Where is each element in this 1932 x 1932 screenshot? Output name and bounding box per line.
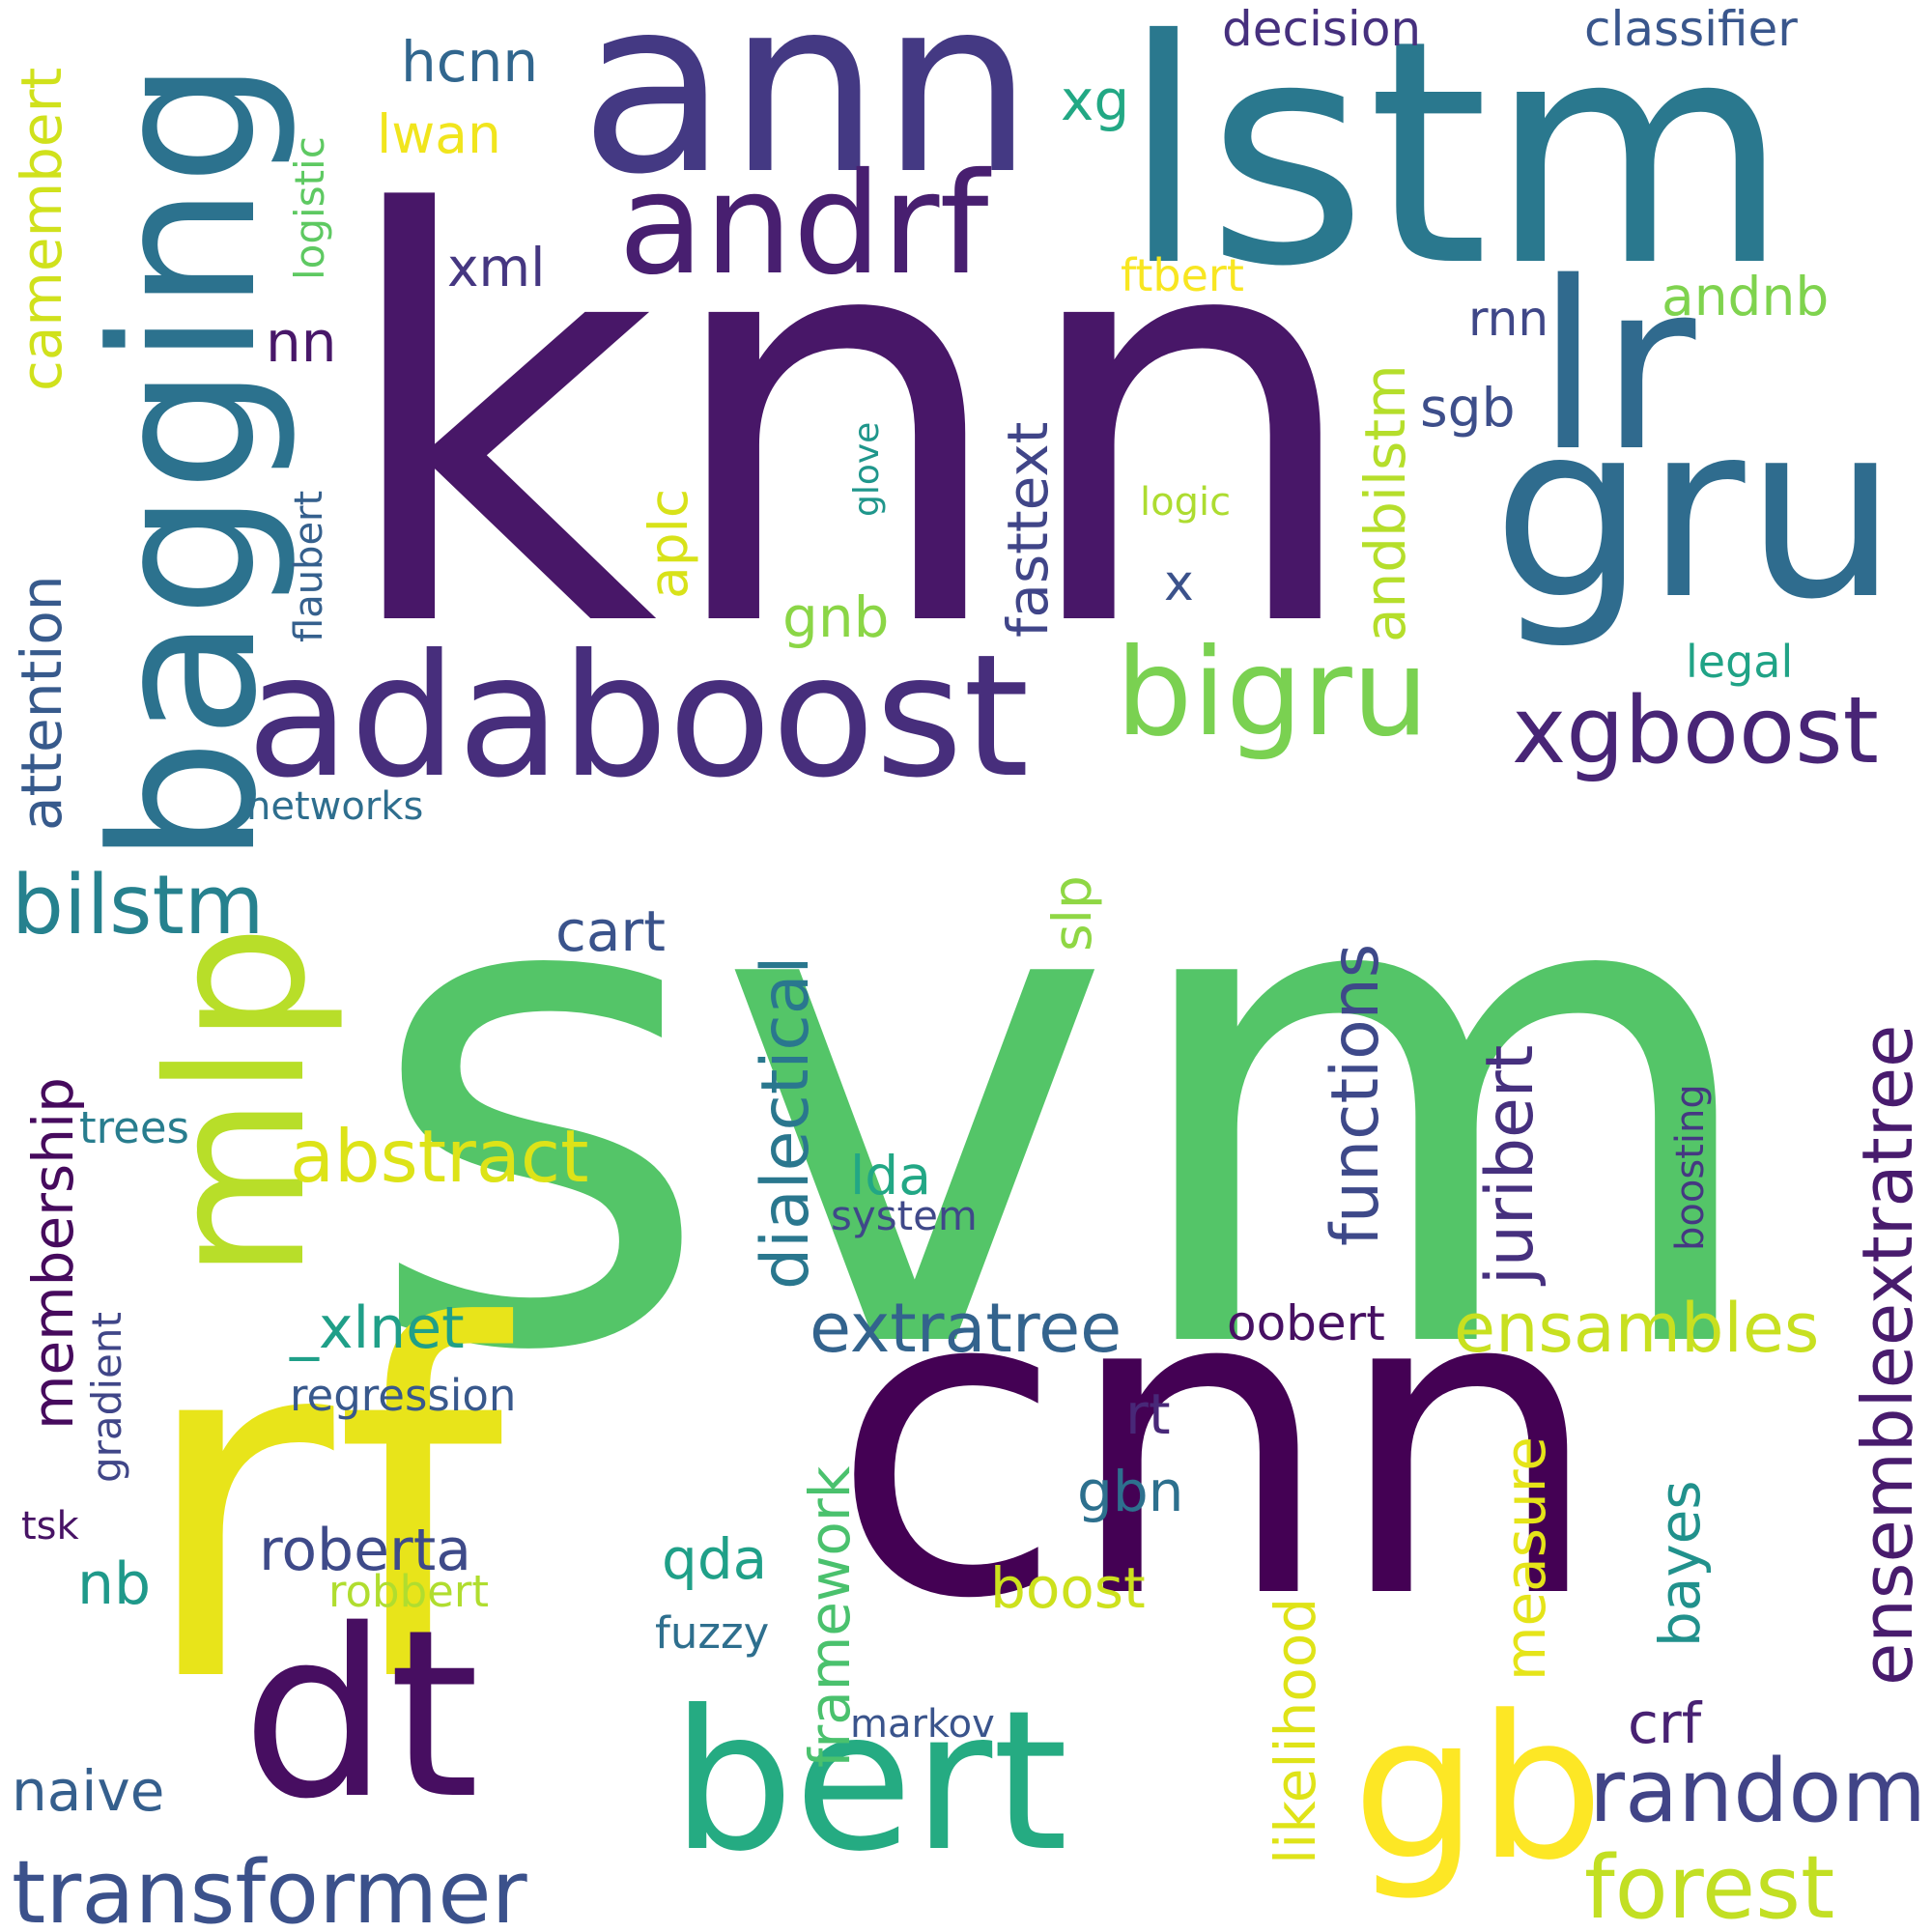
- word-lda: lda: [850, 1145, 931, 1207]
- word-classifier: classifier: [1584, 1, 1798, 57]
- word-likelihood: likelihood: [1263, 1597, 1328, 1864]
- word-forest: forest: [1584, 1837, 1835, 1932]
- word-nn: nn: [266, 309, 337, 375]
- word-andbilstm: andbilstm: [1352, 364, 1418, 642]
- word-nb: nb: [77, 1550, 152, 1618]
- word-random: random: [1589, 1741, 1927, 1842]
- word-bigru: bigru: [1116, 623, 1430, 763]
- word-trees: trees: [79, 1102, 189, 1153]
- word-oobert: oobert: [1227, 1295, 1385, 1351]
- word-rnn: rnn: [1468, 291, 1549, 347]
- word-camembert: camembert: [9, 67, 74, 391]
- word-membership: membership: [20, 1077, 86, 1430]
- word-crf: crf: [1628, 1690, 1702, 1756]
- word-measure: measure: [1492, 1436, 1558, 1681]
- word-hcnn: hcnn: [401, 29, 539, 95]
- word-gbn: gbn: [1077, 1459, 1184, 1524]
- word-abstract: abstract: [290, 1114, 589, 1199]
- word-legal: legal: [1686, 636, 1794, 688]
- word-qda: qda: [662, 1526, 768, 1592]
- word-attention: attention: [9, 575, 74, 831]
- word-networks: networks: [246, 784, 424, 829]
- word-robbert: robbert: [328, 1566, 490, 1617]
- word-logistic: logistic: [286, 136, 333, 280]
- word-fuzzy: fuzzy: [655, 1607, 770, 1659]
- word-adaboost: adaboost: [246, 619, 1030, 815]
- word-xgboost: xgboost: [1512, 678, 1879, 784]
- word-tsk: tsk: [21, 1504, 79, 1548]
- word-slp: slp: [1041, 875, 1103, 952]
- word-juribert: juribert: [1472, 1044, 1548, 1285]
- word-transformer: transformer: [12, 1842, 527, 1932]
- word-regression: regression: [290, 1370, 517, 1421]
- word-fasttext: fasttext: [995, 421, 1061, 638]
- word-gradient: gradient: [83, 1312, 130, 1483]
- word-dt: dt: [242, 1579, 480, 1850]
- word-ensembleextratree: ensembleextratree: [1847, 1024, 1928, 1686]
- word-xlnet: _xlnet: [290, 1294, 465, 1362]
- word-gnb: gnb: [782, 584, 890, 650]
- word-bert: bert: [671, 1669, 1068, 1894]
- word-xg: xg: [1061, 68, 1130, 133]
- word-aplc: aplc: [638, 488, 699, 599]
- word-xml: xml: [447, 237, 546, 298]
- word-extratree: extratree: [810, 1289, 1122, 1368]
- word-ensambles: ensambles: [1454, 1289, 1820, 1368]
- word-gru: gru: [1492, 371, 1898, 652]
- word-x: x: [1164, 554, 1194, 612]
- word-bilstm: bilstm: [12, 858, 265, 953]
- word-knn: knn: [333, 99, 1369, 751]
- word-functions: functions: [1318, 943, 1394, 1246]
- word-boosting: boosting: [1668, 1084, 1713, 1251]
- word-lstm: lstm: [1121, 0, 1790, 334]
- word-system: system: [831, 1192, 978, 1239]
- word-glove: glove: [847, 421, 887, 517]
- word-bayes: bayes: [1647, 1480, 1713, 1647]
- word-cart: cart: [555, 898, 667, 964]
- word-gb: gb: [1352, 1674, 1605, 1904]
- word-ann: ann: [580, 0, 1035, 227]
- word-cnn: cnn: [831, 1197, 1604, 1691]
- word-lwan: lwan: [377, 103, 501, 165]
- word-decision: decision: [1222, 1, 1422, 57]
- word-rt: rt: [1125, 1381, 1171, 1447]
- word-ftbert: ftbert: [1121, 249, 1244, 301]
- word-markov: markov: [850, 1702, 995, 1747]
- word-rf: rf: [135, 1226, 504, 1788]
- word-andrf: andrf: [618, 143, 989, 306]
- word-sgb: sgb: [1420, 377, 1516, 439]
- word-naive: naive: [12, 1758, 165, 1824]
- word-svm: svm: [362, 712, 1774, 1499]
- word-andnb: andnb: [1662, 266, 1830, 327]
- word-lr: lr: [1536, 232, 1696, 502]
- word-roberta: roberta: [259, 1517, 472, 1584]
- word-logic: logic: [1140, 480, 1232, 525]
- word-boost: boost: [990, 1555, 1146, 1621]
- word-dialectical: dialectical: [748, 955, 824, 1290]
- word-flaubert: flaubert: [287, 490, 331, 642]
